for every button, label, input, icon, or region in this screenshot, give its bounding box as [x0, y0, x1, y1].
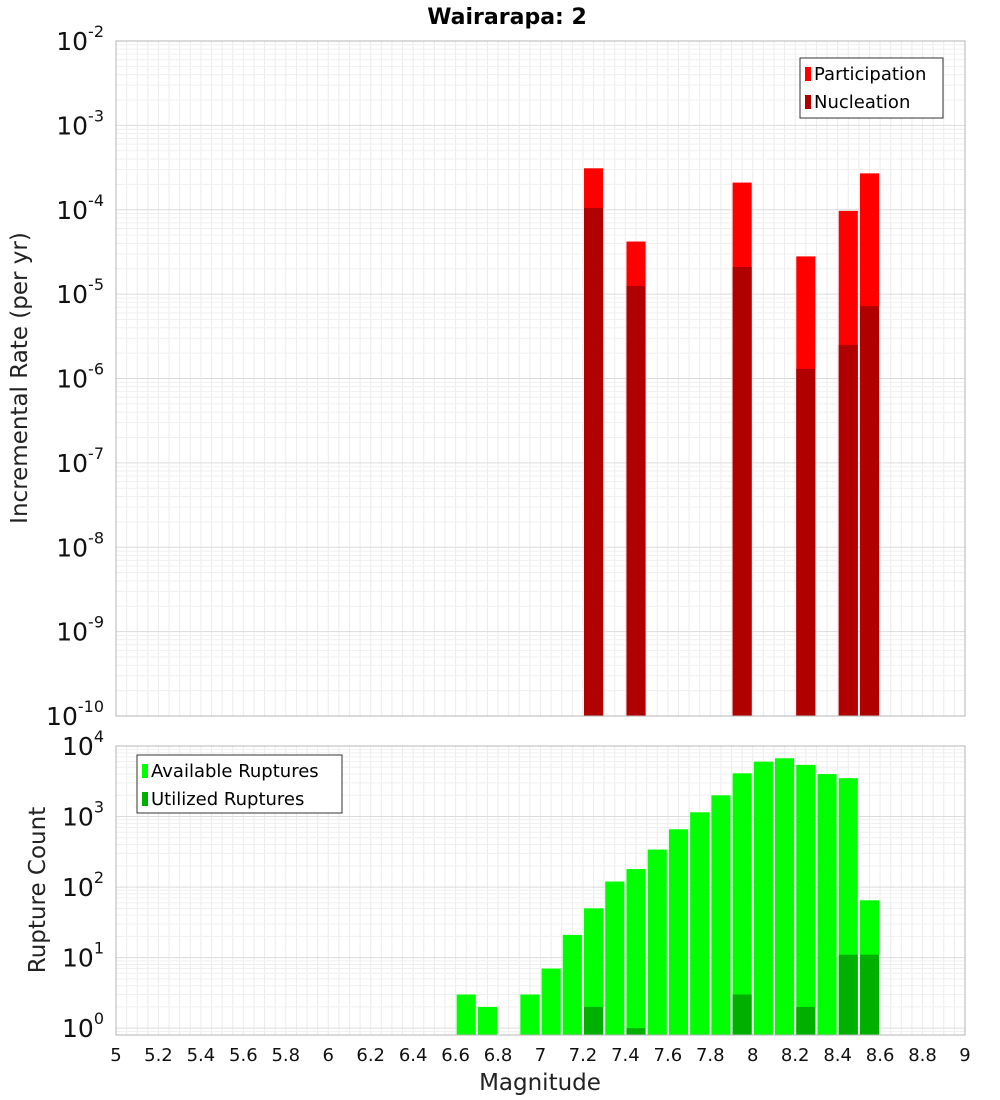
top-bar-nucleation — [732, 266, 752, 716]
bottom-y-tick-label: 101 — [62, 939, 104, 973]
bottom-bar-available-ruptures — [647, 849, 667, 1035]
bottom-bar-available-ruptures — [520, 994, 540, 1035]
legend-box — [136, 754, 343, 814]
x-tick-label: 5.2 — [144, 1045, 173, 1066]
x-tick-label: 8.6 — [866, 1045, 895, 1066]
bottom-bar-available-ruptures — [605, 881, 625, 1035]
bottom-legend: Available Ruptures Utilized Ruptures — [136, 754, 343, 814]
x-tick-label: 5.4 — [187, 1045, 216, 1066]
bottom-bar-available-ruptures — [796, 764, 816, 1035]
legend-box — [799, 57, 944, 119]
bottom-bar-available-ruptures — [477, 1006, 497, 1035]
bottom-y-tick-label: 103 — [62, 798, 104, 832]
bottom-bar-available-ruptures — [690, 812, 710, 1035]
top-y-tick-label: 10-9 — [56, 613, 104, 647]
x-tick-label: 7.2 — [569, 1045, 598, 1066]
chart-title: Wairarapa: 2 — [427, 5, 587, 30]
bottom-bar-available-ruptures — [711, 795, 731, 1035]
top-y-tick-label: 10-3 — [56, 106, 104, 140]
top-plot-frame — [115, 40, 966, 717]
bottom-panel: 100 101 102 103 104 Available Ruptures Utilize… — [62, 727, 971, 1066]
top-y-axis-label: Incremental Rate (per yr) — [7, 232, 33, 524]
x-tick-label: 6.4 — [399, 1045, 428, 1066]
x-tick-label: 5.6 — [229, 1045, 258, 1066]
top-y-tick-label: 10-2 — [56, 22, 104, 56]
top-bar-nucleation — [584, 207, 604, 716]
bottom-y-tick-label: 102 — [62, 868, 104, 902]
x-tick-label: 7 — [535, 1045, 546, 1066]
bottom-bar-available-ruptures — [584, 908, 604, 1035]
bottom-bar-utilized-ruptures — [859, 954, 880, 1035]
top-y-tick-label: 10-4 — [56, 191, 104, 225]
top-y-tick-label: 10-7 — [56, 444, 104, 478]
x-tick-label: 6.8 — [484, 1045, 513, 1066]
bottom-bar-available-ruptures — [456, 994, 476, 1035]
legend-label: Utilized Ruptures — [151, 789, 304, 810]
x-tick-label: 6.2 — [356, 1045, 385, 1066]
bottom-bar-available-ruptures — [732, 773, 752, 1035]
x-tick-label: 8.2 — [781, 1045, 810, 1066]
legend-swatch — [805, 95, 811, 109]
bottom-bar-available-ruptures — [562, 934, 582, 1035]
top-series-nucleation — [584, 207, 880, 716]
x-tick-label: 6.6 — [441, 1045, 470, 1066]
x-tick-label: 6 — [323, 1045, 334, 1066]
legend-label: Available Ruptures — [151, 761, 319, 782]
legend-label: Participation — [814, 64, 926, 85]
top-y-tick-label: 10-5 — [56, 275, 104, 309]
top-bar-nucleation — [838, 344, 858, 716]
top-bar-nucleation — [796, 368, 816, 716]
bottom-bar-available-ruptures — [817, 774, 837, 1035]
bottom-bar-utilized-ruptures — [584, 1006, 604, 1035]
bottom-bar-utilized-ruptures — [626, 1028, 646, 1035]
x-tick-label: 5 — [110, 1045, 121, 1066]
top-y-tick-label: 10-10 — [46, 697, 104, 731]
bottom-bar-utilized-ruptures — [732, 994, 752, 1035]
legend-label: Nucleation — [814, 92, 910, 113]
x-axis-label: Magnitude — [479, 1070, 601, 1096]
x-tick-label: 8.4 — [823, 1045, 852, 1066]
bottom-plot-frame — [115, 745, 966, 1036]
bottom-series-utilized-ruptures — [584, 954, 880, 1035]
bottom-bar-available-ruptures — [668, 829, 689, 1035]
top-panel: 10-10 10-9 10-8 10-7 10-6 10-5 10-4 10-3 10-2 Par… — [46, 22, 966, 731]
bottom-bar-available-ruptures — [775, 758, 795, 1035]
x-tick-label: 8 — [747, 1045, 758, 1066]
x-tick-label: 5.8 — [271, 1045, 300, 1066]
x-tick-label: 7.4 — [611, 1045, 640, 1066]
top-bar-nucleation — [859, 306, 880, 716]
bottom-bar-available-ruptures — [753, 761, 773, 1035]
top-y-tick-label: 10-8 — [56, 528, 104, 562]
bottom-y-tick-label: 100 — [62, 1009, 104, 1043]
x-tick-label: 7.8 — [696, 1045, 725, 1066]
top-bar-nucleation — [626, 285, 646, 716]
legend-swatch — [142, 764, 148, 778]
x-tick-label: 9 — [959, 1045, 970, 1066]
x-tick-label: 8.8 — [908, 1045, 937, 1066]
x-tick-label: 7.6 — [654, 1045, 683, 1066]
bottom-bar-utilized-ruptures — [838, 954, 858, 1035]
top-legend: Participation Nucleation — [799, 57, 944, 119]
top-y-tick-label: 10-6 — [56, 360, 104, 394]
bottom-y-axis-label: Rupture Count — [25, 807, 51, 973]
top-grid — [115, 40, 966, 717]
legend-swatch — [142, 792, 148, 806]
bottom-bar-utilized-ruptures — [796, 1006, 816, 1035]
legend-swatch — [805, 67, 811, 81]
bottom-bar-available-ruptures — [541, 968, 561, 1035]
bottom-bar-available-ruptures — [626, 869, 646, 1035]
x-tick-labels: 5 5.2 5.4 5.6 5.8 6 6.2 6.4 6.6 6.8 7 7.2 7.4 7.6 7.8 8… — [110, 1045, 970, 1066]
bottom-y-tick-label: 104 — [62, 727, 104, 761]
